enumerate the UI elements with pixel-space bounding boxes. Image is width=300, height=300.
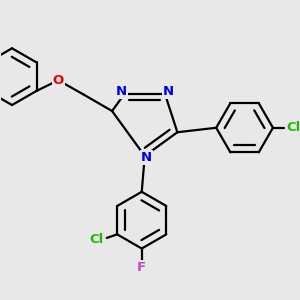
Text: Cl: Cl <box>286 121 300 134</box>
Text: N: N <box>141 151 152 164</box>
Text: Cl: Cl <box>90 233 104 246</box>
Text: N: N <box>163 85 174 98</box>
Text: N: N <box>116 85 127 98</box>
Text: F: F <box>137 262 146 275</box>
Text: O: O <box>53 74 64 87</box>
